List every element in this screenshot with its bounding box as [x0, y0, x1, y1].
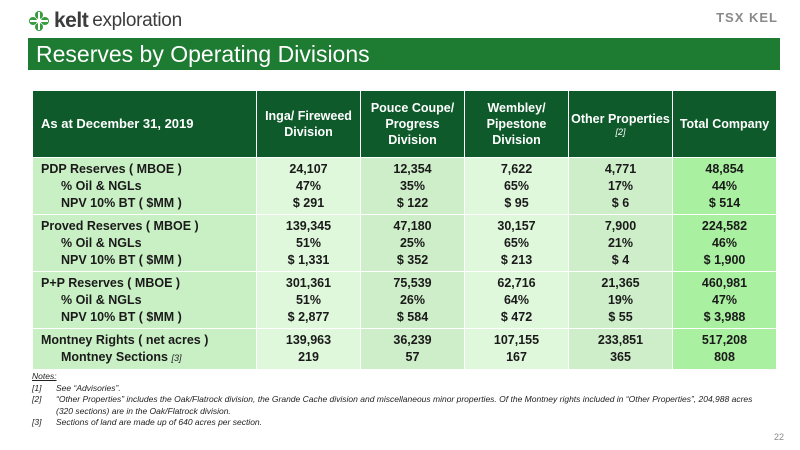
footnote-item: [1] See “Advisories”.: [32, 382, 121, 393]
header-col-pouce-coupe: Pouce Coupe/ Progress Division: [360, 90, 465, 158]
table-cell: 4,771 17% $ 6: [568, 157, 673, 215]
footnotes: Notes: [1] See “Advisories”. [2] “Other Pr…: [32, 371, 762, 429]
row-label: Proved Reserves ( MBOE ) % Oil & NGLs NP…: [32, 214, 257, 272]
logo-brand: kelt: [54, 9, 89, 32]
header-corner: As at December 31, 2019: [32, 90, 257, 158]
table-cell: 47,180 25% $ 352: [360, 214, 465, 272]
table-cell: 62,716 64% $ 472: [464, 271, 569, 329]
reserves-table: As at December 31, 2019 Inga/ Fireweed D…: [32, 90, 777, 370]
header-note: [2]: [615, 126, 626, 137]
table-cell-total: 224,582 46% $ 1,900: [672, 214, 777, 272]
company-logo: kelt exploration: [28, 8, 182, 34]
clover-logo-icon: [29, 11, 49, 31]
header-col-wembley: Wembley/ Pipestone Division: [464, 90, 569, 158]
header-col-inga: Inga/ Fireweed Division: [256, 90, 361, 158]
logo-sub: exploration: [92, 10, 182, 31]
table-cell: 139,963 219: [256, 328, 361, 370]
slide-title: Reserves by Operating Divisions: [28, 38, 780, 70]
ticker-logo: TSX KEL: [716, 10, 778, 25]
table-header-row: As at December 31, 2019 Inga/ Fireweed D…: [32, 90, 777, 158]
header-col-total: Total Company: [672, 90, 777, 158]
table-cell: 7,622 65% $ 95: [464, 157, 569, 215]
table-row-pp: P+P Reserves ( MBOE ) % Oil & NGLs NPV 1…: [32, 271, 777, 329]
header-col-other: Other Properties [2]: [568, 90, 673, 158]
row-label: Montney Rights ( net acres ) Montney Sec…: [32, 328, 257, 370]
footnote-item: [2] “Other Properties” includes the Oak/F…: [32, 394, 753, 416]
table-row-proved: Proved Reserves ( MBOE ) % Oil & NGLs NP…: [32, 214, 777, 272]
table-cell: 24,107 47% $ 291: [256, 157, 361, 215]
table-cell-total: 48,854 44% $ 514: [672, 157, 777, 215]
table-cell: 12,354 35% $ 122: [360, 157, 465, 215]
footnote-item: [3] Sections of land are made up of 640 a…: [32, 417, 263, 427]
row-label: P+P Reserves ( MBOE ) % Oil & NGLs NPV 1…: [32, 271, 257, 329]
page-number: 22: [773, 432, 784, 442]
table-cell: 30,157 65% $ 213: [464, 214, 569, 272]
table-row-pdp: PDP Reserves ( MBOE ) % Oil & NGLs NPV 1…: [32, 157, 777, 215]
table-cell-total: 517,208 808: [672, 328, 777, 370]
table-cell: 21,365 19% $ 55: [568, 271, 673, 329]
table-cell: 36,239 57: [360, 328, 465, 370]
table-cell: 301,361 51% $ 2,877: [256, 271, 361, 329]
row-label: PDP Reserves ( MBOE ) % Oil & NGLs NPV 1…: [32, 157, 257, 215]
table-cell-total: 460,981 47% $ 3,988: [672, 271, 777, 329]
table-cell: 139,345 51% $ 1,331: [256, 214, 361, 272]
table-cell: 7,900 21% $ 4: [568, 214, 673, 272]
table-cell: 107,155 167: [464, 328, 569, 370]
table-cell: 233,851 365: [568, 328, 673, 370]
label-note: [3]: [171, 353, 182, 363]
notes-heading: Notes:: [32, 371, 57, 381]
table-row-montney: Montney Rights ( net acres ) Montney Sec…: [32, 328, 777, 370]
table-cell: 75,539 26% $ 584: [360, 271, 465, 329]
